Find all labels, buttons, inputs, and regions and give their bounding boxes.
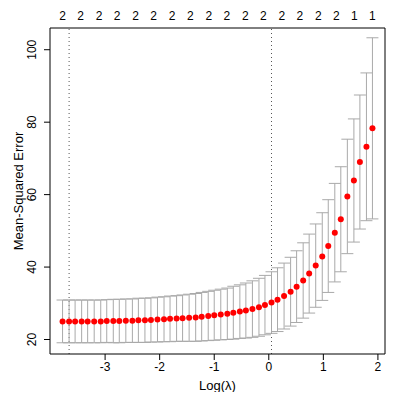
svg-text:1: 1 xyxy=(369,9,376,23)
svg-text:2: 2 xyxy=(333,9,340,23)
svg-text:-1: -1 xyxy=(209,360,220,374)
svg-text:2: 2 xyxy=(77,9,84,23)
svg-text:2: 2 xyxy=(375,360,382,374)
svg-text:1: 1 xyxy=(320,360,327,374)
svg-text:-3: -3 xyxy=(100,360,111,374)
svg-text:2: 2 xyxy=(132,9,139,23)
svg-text:2: 2 xyxy=(279,9,286,23)
svg-text:2: 2 xyxy=(150,9,157,23)
svg-text:2: 2 xyxy=(187,9,194,23)
svg-text:Mean-Squared Error: Mean-Squared Error xyxy=(11,131,26,250)
svg-text:Log(λ): Log(λ) xyxy=(199,378,236,392)
svg-text:0: 0 xyxy=(265,360,272,374)
svg-text:2: 2 xyxy=(205,9,212,23)
svg-text:20: 20 xyxy=(25,333,39,347)
svg-text:1: 1 xyxy=(351,9,358,23)
svg-text:-2: -2 xyxy=(154,360,165,374)
svg-text:2: 2 xyxy=(169,9,176,23)
svg-text:2: 2 xyxy=(260,9,267,23)
svg-text:2: 2 xyxy=(96,9,103,23)
svg-text:2: 2 xyxy=(59,9,66,23)
svg-text:2: 2 xyxy=(315,9,322,23)
svg-text:40: 40 xyxy=(25,260,39,274)
svg-text:2: 2 xyxy=(297,9,304,23)
svg-text:100: 100 xyxy=(25,39,39,59)
svg-text:2: 2 xyxy=(114,9,121,23)
svg-text:2: 2 xyxy=(223,9,230,23)
svg-text:60: 60 xyxy=(25,188,39,202)
svg-text:2: 2 xyxy=(242,9,249,23)
svg-text:80: 80 xyxy=(25,115,39,129)
